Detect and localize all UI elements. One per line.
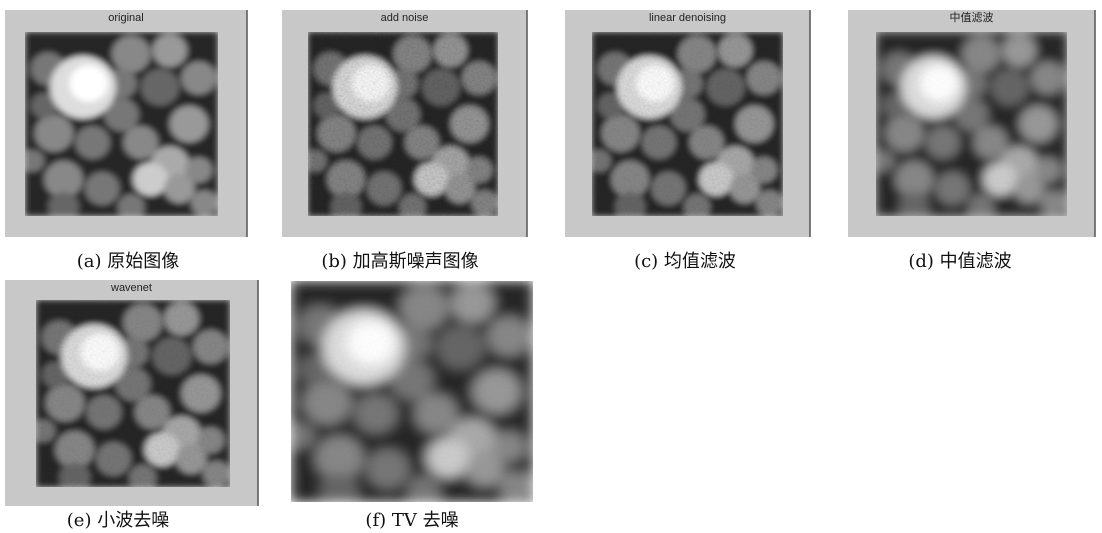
image-noise <box>308 32 498 216</box>
panel-title: original <box>108 12 143 24</box>
panel: original (a) 原始图像 <box>5 10 247 272</box>
caption: (b) 加高斯噪声图像 <box>321 251 478 272</box>
panel: (f) TV 去噪 <box>286 281 533 531</box>
panel-title: add noise <box>381 12 429 24</box>
caption: (d) 中值滤波 <box>908 251 1011 272</box>
image <box>588 32 783 222</box>
image <box>32 300 230 493</box>
image <box>286 281 533 509</box>
image <box>304 32 498 222</box>
page: original (a) 原始图像 add noise (b) 加高斯噪声图像 line… <box>0 0 1102 533</box>
image-noise <box>291 281 533 502</box>
caption: (e) 小波去噪 <box>67 510 169 531</box>
image-content <box>21 32 218 222</box>
image-noise <box>36 300 230 487</box>
panel: linear denoising (c) 均值滤波 <box>565 10 810 272</box>
image-noise <box>592 32 783 216</box>
panel: 中值滤波 (d) 中值滤波 <box>848 10 1095 272</box>
caption: (f) TV 去噪 <box>365 510 458 531</box>
figure: original (a) 原始图像 add noise (b) 加高斯噪声图像 line… <box>0 0 1102 533</box>
panel-title: wavenet <box>110 282 152 294</box>
image <box>21 32 218 222</box>
image <box>872 32 1067 222</box>
caption: (a) 原始图像 <box>77 251 180 272</box>
caption: (c) 均值滤波 <box>634 251 736 272</box>
panel-title: linear denoising <box>649 12 726 24</box>
panel-title: 中值滤波 <box>950 11 994 24</box>
image-noise <box>876 32 1067 216</box>
panel: add noise (b) 加高斯噪声图像 <box>282 10 527 272</box>
panel: wavenet (e) 小波去噪 <box>5 280 258 531</box>
